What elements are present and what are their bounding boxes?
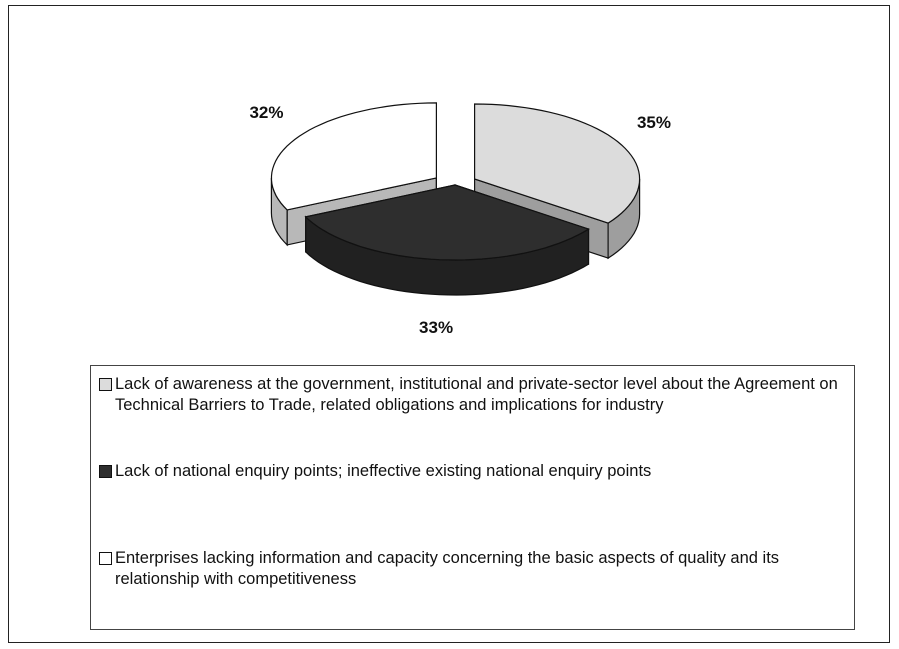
slice (474, 103, 641, 224)
legend-label: Lack of awareness at the government, ins… (115, 375, 838, 414)
data-label: 33% (419, 318, 453, 337)
legend-item: Lack of awareness at the government, ins… (99, 374, 844, 416)
legend-item: Lack of national enquiry points; ineffec… (99, 461, 844, 482)
data-label: 35% (637, 113, 671, 132)
legend-marker (99, 552, 112, 565)
chart-frame (8, 5, 890, 643)
slice (270, 102, 437, 211)
slice (304, 184, 590, 261)
legend-marker (99, 465, 112, 478)
data-label: 32% (249, 103, 283, 122)
legend-marker (99, 378, 112, 391)
legend: Lack of awareness at the government, ins… (90, 365, 855, 630)
legend-label: Lack of national enquiry points; ineffec… (115, 462, 652, 480)
legend-label: Enterprises lacking information and capa… (115, 549, 780, 588)
legend-item: Enterprises lacking information and capa… (99, 548, 844, 590)
